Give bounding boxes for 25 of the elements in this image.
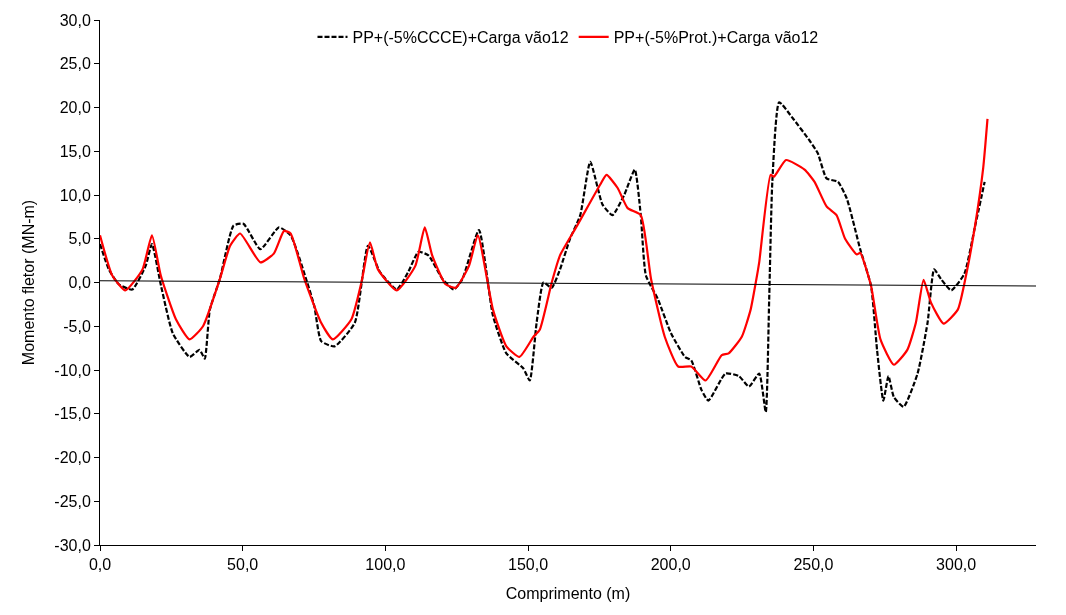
x-tick-label: 0,0 — [88, 556, 112, 574]
line-series — [100, 117, 989, 382]
x-axis-title: Comprimento (m) — [505, 584, 631, 602]
legend-label: PP+(-5%CCCE)+Carga vão12 — [352, 29, 569, 47]
legend-label: PP+(-5%Prot.)+Carga vão12 — [613, 29, 819, 47]
y-tick-label: 5,0 — [68, 230, 91, 248]
y-tick-label: 25,0 — [59, 55, 91, 73]
x-tick-label: 250,0 — [793, 556, 834, 574]
y-tick-label: 20,0 — [59, 99, 91, 117]
y-tick-label: 10,0 — [59, 186, 91, 204]
x-tick-label: 50,0 — [227, 556, 259, 574]
y-tick-label: -15,0 — [54, 405, 91, 423]
y-tick-label: -5,0 — [63, 317, 91, 335]
x-tick-label: 300,0 — [936, 556, 977, 574]
y-tick-label: 15,0 — [59, 142, 91, 160]
y-tick-label: -30,0 — [54, 536, 91, 554]
y-tick-label: -20,0 — [54, 449, 91, 467]
x-tick-label: 200,0 — [650, 556, 691, 574]
y-axis-title: Momento fletor (MN-m) — [20, 199, 38, 366]
y-tick-label: -10,0 — [54, 361, 91, 379]
x-tick-label: 100,0 — [365, 556, 406, 574]
y-tick-label: 30,0 — [59, 11, 91, 29]
y-tick-label: 0,0 — [68, 274, 91, 292]
x-tick-label: 150,0 — [508, 556, 549, 574]
y-tick-label: -25,0 — [54, 492, 91, 510]
